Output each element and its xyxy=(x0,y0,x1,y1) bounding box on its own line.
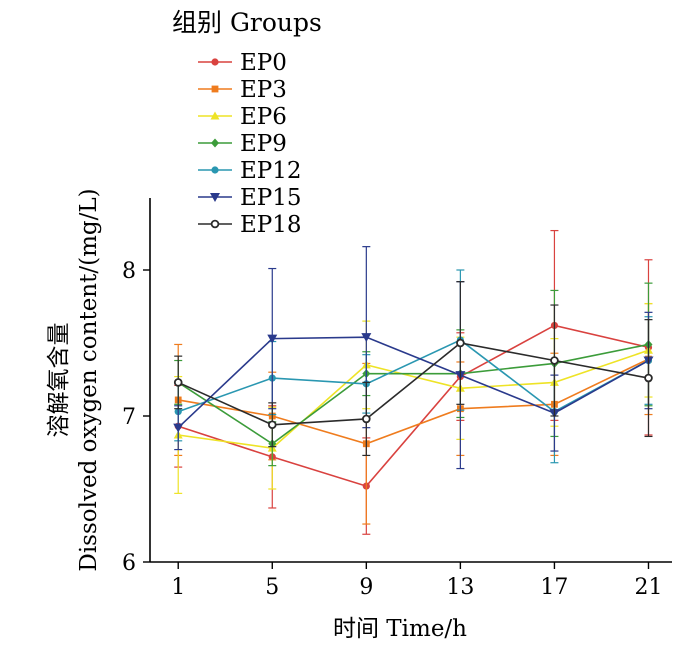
series-line xyxy=(178,349,649,449)
series-line xyxy=(177,324,649,487)
y-tick-label: 6 xyxy=(122,551,136,576)
series-line xyxy=(177,342,649,426)
legend-marker xyxy=(210,111,220,120)
data-point xyxy=(173,378,183,387)
data-point xyxy=(267,420,277,430)
y-axis-title: 溶解氧含量 Dissolved oxygen content/(mg/L) xyxy=(46,188,102,571)
legend-marker xyxy=(211,58,219,66)
x-tick-label: 1 xyxy=(171,575,185,600)
legend-marker xyxy=(211,138,219,148)
legend-title: 组别 Groups xyxy=(172,8,322,37)
data-point xyxy=(173,423,184,433)
series-ep0 xyxy=(174,229,653,535)
legend-label: EP9 xyxy=(240,131,287,157)
legend-item-ep9: EP9 xyxy=(198,131,287,157)
legend-item-ep18: EP18 xyxy=(198,212,302,238)
legend-label: EP0 xyxy=(240,50,287,76)
series-ep3 xyxy=(174,302,653,525)
legend-marker xyxy=(211,166,219,174)
legend-marker xyxy=(211,85,219,93)
data-point xyxy=(550,356,559,365)
legend-item-ep0: EP0 xyxy=(198,50,287,76)
data-point xyxy=(361,333,372,343)
y-axis-title-cn: 溶解氧含量 xyxy=(46,323,72,438)
legend-label: EP18 xyxy=(240,212,302,238)
x-tick-label: 17 xyxy=(540,575,568,600)
legend-marker xyxy=(210,219,220,229)
x-tick-label: 13 xyxy=(446,575,474,600)
data-point xyxy=(644,373,653,383)
x-tick-label: 5 xyxy=(265,575,279,600)
legend-item-ep15: EP15 xyxy=(198,185,302,211)
legend-label: EP12 xyxy=(240,158,302,184)
y-tick-label: 8 xyxy=(122,259,136,284)
series-ep18 xyxy=(173,281,653,457)
series-line xyxy=(177,336,649,429)
legend-item-ep6: EP6 xyxy=(198,104,287,130)
legend-label: EP6 xyxy=(240,104,287,130)
legend-label: EP3 xyxy=(240,77,287,103)
legend-item-ep3: EP3 xyxy=(198,77,287,103)
axis-labels: 时间 Time/h 溶解氧含量 Dissolved oxygen content/(… xyxy=(46,188,467,642)
legend-label: EP15 xyxy=(240,185,302,211)
series-line xyxy=(178,358,649,445)
series-ep12 xyxy=(174,269,653,464)
x-tick-label: 21 xyxy=(634,575,662,600)
x-tick-label: 9 xyxy=(359,575,373,600)
legend-item-ep12: EP12 xyxy=(198,158,302,184)
series-line xyxy=(177,343,649,445)
data-point xyxy=(456,338,465,348)
series-line xyxy=(177,339,649,413)
series-ep9 xyxy=(174,282,653,467)
data-point xyxy=(362,414,371,424)
y-axis-title-en: Dissolved oxygen content/(mg/L) xyxy=(76,188,102,571)
y-tick-label: 7 xyxy=(122,405,136,430)
legend-marker xyxy=(210,193,220,202)
series-layer xyxy=(173,229,654,535)
axes: 1 5 9 13 17 21 6 7 8 xyxy=(122,198,672,600)
data-point xyxy=(267,334,278,344)
x-axis-title: 时间 Time/h xyxy=(333,616,467,642)
